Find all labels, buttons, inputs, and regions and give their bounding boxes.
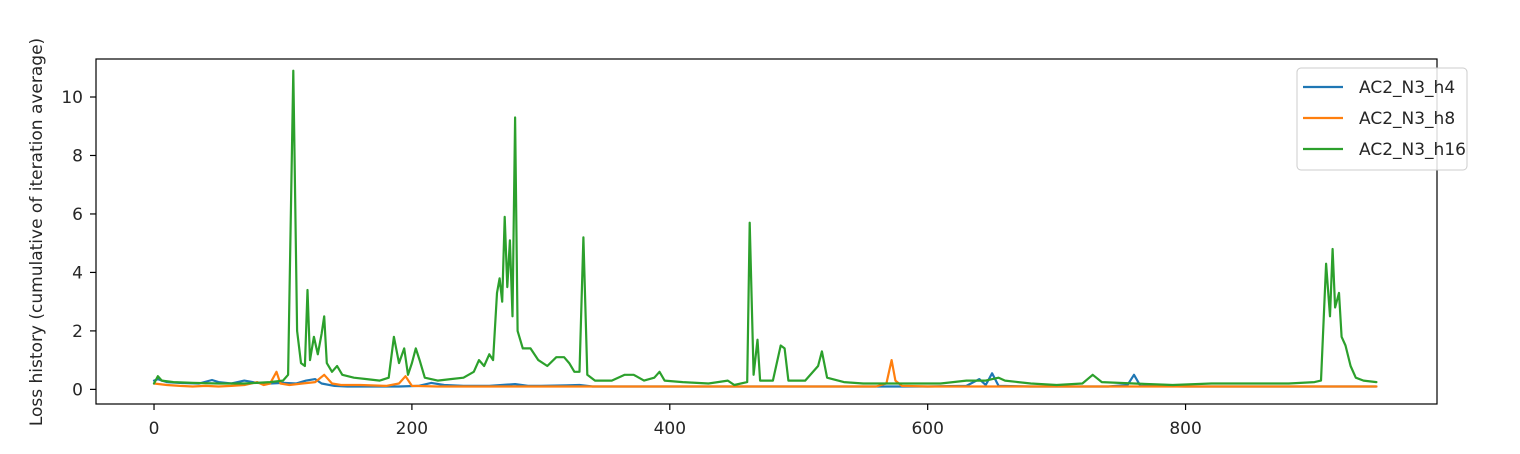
legend-label: AC2_N3_h8 bbox=[1359, 109, 1455, 129]
y-tick-label: 8 bbox=[72, 146, 83, 166]
y-tick-label: 4 bbox=[72, 263, 83, 283]
x-tick-label: 800 bbox=[1169, 419, 1201, 439]
axes: 0 200 400 600 800 0 2 4 6 8 10 bbox=[61, 58, 1438, 439]
legend-label: AC2_N3_h4 bbox=[1359, 78, 1455, 98]
legend: AC2_N3_h4 AC2_N3_h8 AC2_N3_h16 bbox=[1296, 67, 1468, 171]
y-tick-label: 10 bbox=[61, 88, 83, 108]
y-tick-label: 6 bbox=[72, 205, 83, 225]
y-tick-label: 0 bbox=[72, 380, 83, 400]
legend-label: AC2_N3_h16 bbox=[1359, 140, 1466, 160]
y-axis-label: Loss history (cumulative of iteration av… bbox=[27, 38, 47, 426]
x-tick-label: 400 bbox=[654, 419, 686, 439]
plot-frame bbox=[95, 58, 1438, 405]
y-tick-label: 2 bbox=[72, 322, 83, 342]
series-line-1 bbox=[152, 359, 1378, 388]
x-tick-label: 200 bbox=[396, 419, 428, 439]
legend-box bbox=[1296, 67, 1468, 171]
series-line-2 bbox=[152, 69, 1378, 387]
plot-area bbox=[152, 69, 1378, 388]
x-tick-label: 0 bbox=[149, 419, 160, 439]
x-tick-label: 600 bbox=[911, 419, 943, 439]
